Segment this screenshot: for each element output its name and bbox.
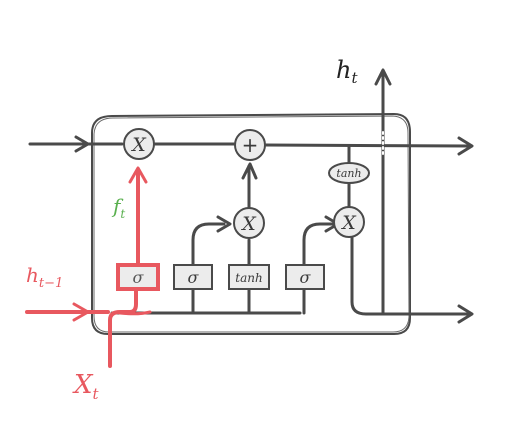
- svg-text:tanh: tanh: [336, 167, 361, 180]
- gate-connectors: [191, 144, 351, 315]
- op-add-cell: +: [234, 129, 266, 161]
- label-h-t-minus-1: ht−1: [26, 263, 63, 291]
- svg-text:σ: σ: [300, 268, 312, 287]
- svg-text:X: X: [130, 134, 147, 156]
- svg-text:X: X: [340, 212, 357, 234]
- svg-text:X: X: [240, 213, 257, 235]
- label-f-t: ft: [111, 194, 125, 221]
- gate-candidate-tanh: tanh: [228, 264, 270, 290]
- op-multiply-input: X: [233, 207, 265, 239]
- hidden-state-line: [110, 234, 474, 324]
- cell-state-line: [28, 135, 474, 156]
- svg-text:tanh: tanh: [235, 271, 262, 285]
- gate-input-sigma: σ: [173, 264, 213, 290]
- svg-text:σ: σ: [133, 268, 145, 287]
- label-x-t: Xt: [72, 370, 100, 403]
- label-h-t: ht: [336, 56, 358, 87]
- h-output-line: [374, 68, 392, 316]
- op-multiply-forget: X: [123, 128, 155, 160]
- op-tanh-output: tanh: [328, 162, 370, 184]
- gate-output-sigma: σ: [285, 264, 325, 290]
- op-multiply-output: X: [333, 206, 365, 238]
- gate-forget-sigma: σ: [116, 263, 160, 291]
- svg-text:σ: σ: [188, 268, 200, 287]
- forget-gate-path: [25, 166, 148, 368]
- svg-text:+: +: [242, 133, 259, 157]
- lstm-cell-body: [91, 113, 411, 335]
